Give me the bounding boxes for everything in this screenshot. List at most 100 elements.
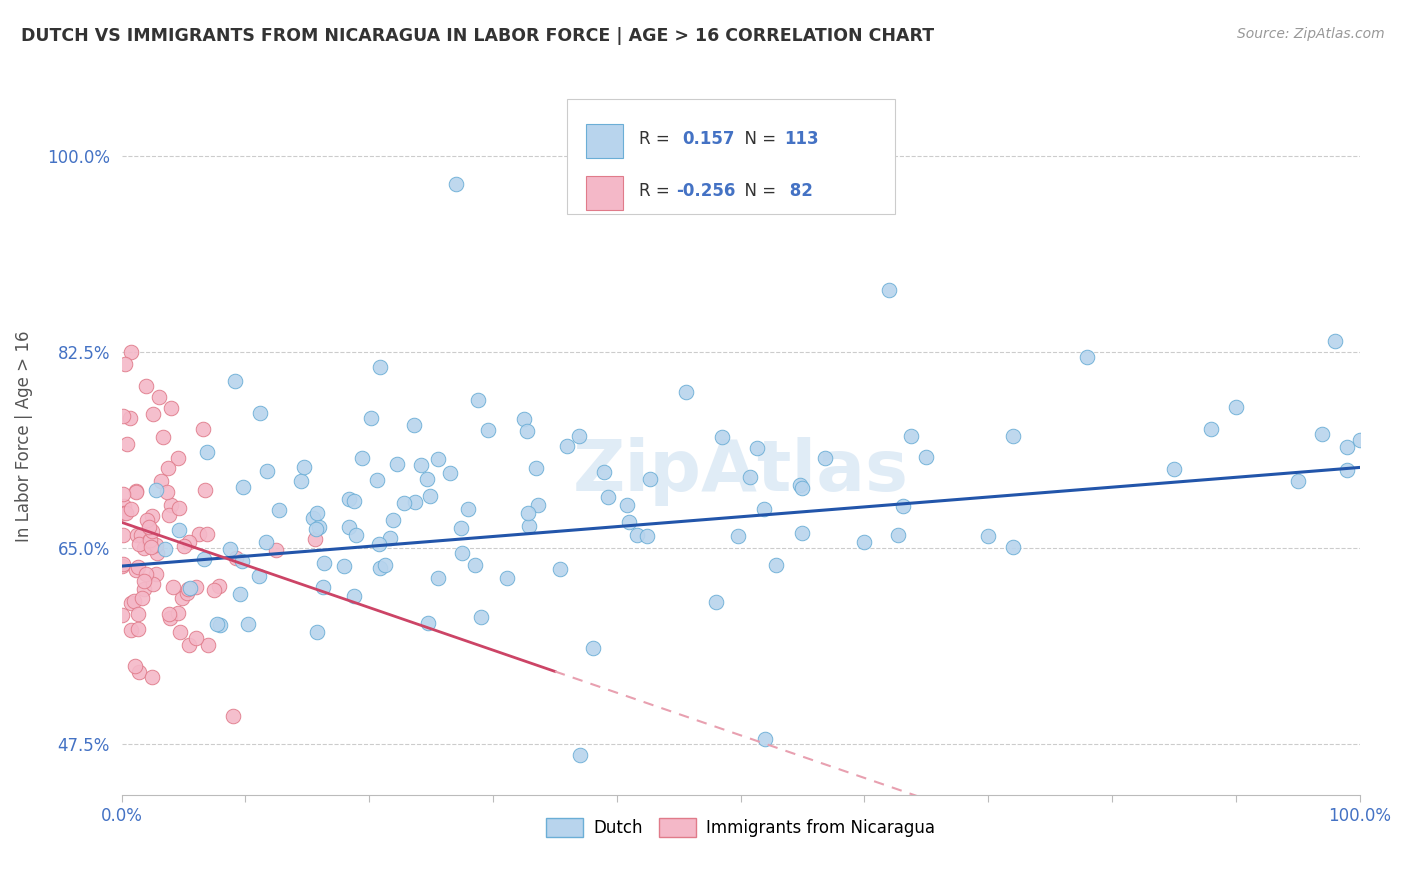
Point bbox=[141, 524, 163, 538]
Point bbox=[193, 422, 215, 436]
Point bbox=[141, 509, 163, 524]
Point bbox=[1163, 462, 1185, 476]
Point bbox=[636, 529, 658, 543]
Point bbox=[1225, 400, 1247, 414]
Point bbox=[402, 417, 425, 432]
Point bbox=[370, 360, 392, 375]
Point bbox=[477, 423, 499, 437]
Point bbox=[704, 595, 727, 609]
Point bbox=[344, 528, 367, 542]
Point bbox=[229, 587, 252, 601]
Point bbox=[814, 451, 837, 466]
Point bbox=[419, 490, 441, 504]
Point bbox=[111, 607, 134, 622]
Point bbox=[765, 558, 787, 573]
Point bbox=[256, 464, 278, 478]
Point bbox=[114, 357, 136, 371]
Point bbox=[125, 528, 148, 542]
Point bbox=[977, 529, 1000, 543]
Point bbox=[120, 345, 142, 359]
Point bbox=[177, 535, 200, 549]
Point bbox=[392, 496, 415, 510]
Point bbox=[1076, 350, 1098, 364]
Point bbox=[148, 390, 170, 404]
Point bbox=[135, 566, 157, 581]
Point bbox=[145, 483, 167, 498]
Point bbox=[193, 551, 215, 566]
Point bbox=[125, 484, 148, 499]
Text: 113: 113 bbox=[785, 130, 818, 148]
Point bbox=[120, 623, 142, 637]
Point bbox=[155, 541, 177, 556]
Point bbox=[267, 503, 290, 517]
Point bbox=[167, 523, 190, 537]
Point bbox=[145, 538, 167, 552]
Point bbox=[128, 537, 150, 551]
Point bbox=[160, 401, 183, 415]
Point bbox=[247, 568, 270, 582]
Point bbox=[626, 528, 648, 542]
Point bbox=[195, 444, 218, 458]
Point bbox=[167, 606, 190, 620]
Point bbox=[352, 451, 374, 466]
Point bbox=[115, 506, 138, 520]
Point bbox=[427, 451, 450, 466]
Point bbox=[1001, 429, 1024, 443]
Point bbox=[290, 474, 312, 488]
Point bbox=[139, 541, 162, 555]
Point bbox=[127, 560, 149, 574]
Point bbox=[513, 411, 536, 425]
Point bbox=[368, 537, 391, 551]
Point bbox=[550, 562, 572, 576]
Point bbox=[711, 430, 734, 444]
Point bbox=[127, 623, 149, 637]
Point bbox=[307, 625, 329, 640]
Point bbox=[132, 541, 155, 555]
Point bbox=[176, 586, 198, 600]
Point bbox=[169, 624, 191, 639]
Point bbox=[404, 495, 426, 509]
Point bbox=[526, 460, 548, 475]
Point bbox=[202, 582, 225, 597]
Point bbox=[219, 541, 242, 556]
Point bbox=[173, 540, 195, 554]
Point bbox=[416, 472, 439, 486]
Point bbox=[337, 519, 360, 533]
Point bbox=[136, 513, 159, 527]
Point bbox=[409, 458, 432, 472]
Text: DUTCH VS IMMIGRANTS FROM NICARAGUA IN LABOR FORCE | AGE > 16 CORRELATION CHART: DUTCH VS IMMIGRANTS FROM NICARAGUA IN LA… bbox=[21, 27, 934, 45]
Point bbox=[115, 437, 138, 451]
Point bbox=[754, 731, 776, 746]
Point bbox=[598, 490, 620, 504]
Point bbox=[1199, 422, 1222, 436]
Point bbox=[568, 429, 591, 443]
Text: R =: R = bbox=[640, 182, 675, 200]
Point bbox=[194, 483, 217, 497]
Point bbox=[232, 480, 254, 494]
Point bbox=[146, 546, 169, 560]
Point bbox=[111, 409, 134, 424]
Point bbox=[853, 534, 876, 549]
Point bbox=[496, 571, 519, 585]
Point bbox=[593, 465, 616, 479]
Point bbox=[378, 531, 401, 545]
Point bbox=[209, 618, 232, 632]
Point bbox=[675, 384, 697, 399]
Point bbox=[139, 539, 162, 553]
Point bbox=[139, 533, 162, 547]
Point bbox=[179, 581, 201, 595]
Point bbox=[337, 491, 360, 506]
Point bbox=[224, 375, 246, 389]
Point bbox=[125, 563, 148, 577]
Point bbox=[360, 411, 382, 425]
Point bbox=[343, 494, 366, 508]
Point bbox=[555, 439, 578, 453]
Point bbox=[915, 450, 938, 464]
Point bbox=[1286, 475, 1309, 489]
Point bbox=[745, 441, 768, 455]
Point bbox=[470, 610, 492, 624]
Point bbox=[156, 485, 179, 500]
Point bbox=[891, 499, 914, 513]
Point bbox=[120, 595, 142, 609]
Point bbox=[176, 582, 198, 596]
